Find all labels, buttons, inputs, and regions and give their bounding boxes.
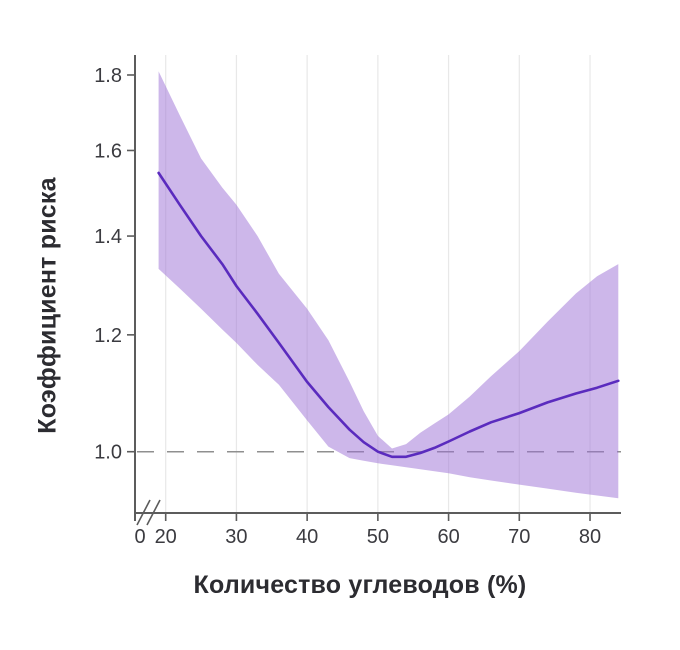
x-tick-label-50: 50 — [367, 526, 389, 548]
x-tick-label-30: 30 — [225, 526, 247, 548]
y-tick-label-1.8: 1.8 — [94, 65, 122, 87]
x-tick-label-80: 80 — [579, 526, 601, 548]
risk-curve — [157, 171, 620, 459]
y-tick-label-1.4: 1.4 — [94, 226, 122, 248]
y-tick-label-1: 1.0 — [94, 442, 122, 464]
y-axis-title: Коэффициент риска — [26, 135, 70, 475]
x-tick-label-70: 70 — [508, 526, 530, 548]
y-axis-title-text: Коэффициент риска — [33, 176, 62, 434]
x-axis-title: Количество углеводов (%) — [193, 571, 527, 599]
x-tick-label-60: 60 — [437, 526, 459, 548]
y-tick-label-1.6: 1.6 — [94, 140, 122, 162]
axis-break-slash-1 — [136, 499, 151, 526]
confidence-band — [158, 71, 619, 499]
y-tick-label-1.2: 1.2 — [94, 325, 122, 347]
x-tick-label-0: 0 — [134, 526, 145, 548]
x-tick-label-20: 20 — [155, 526, 177, 548]
axis-break-slash-2 — [146, 499, 161, 526]
x-tick-label-40: 40 — [296, 526, 318, 548]
